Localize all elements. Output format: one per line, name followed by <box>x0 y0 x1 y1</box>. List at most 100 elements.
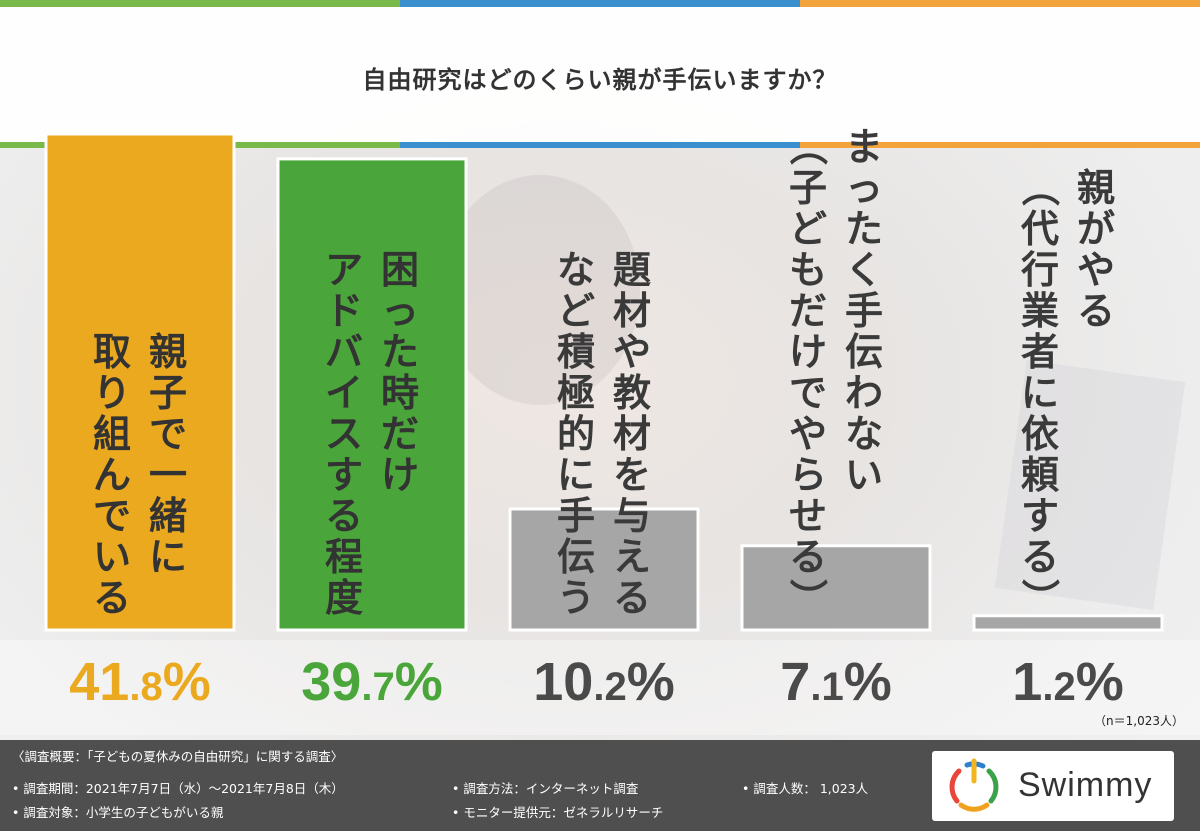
svg-text:る: る <box>1077 289 1115 333</box>
chart-title: 自由研究はどのくらい親が手伝いますか？ <box>362 66 838 94</box>
svg-text:け: け <box>381 453 419 497</box>
svg-text:程: 程 <box>325 535 363 579</box>
svg-text:う: う <box>557 576 595 620</box>
survey-heading: 〈調査概要：「子どもの夏休みの自由研究」に関する調査〉 <box>12 749 344 764</box>
svg-text:極: 極 <box>557 371 595 415</box>
svg-text:ド: ド <box>325 289 363 333</box>
svg-text:緒: 緒 <box>149 494 187 538</box>
svg-text:い: い <box>845 453 883 497</box>
svg-text:時: 時 <box>381 371 419 415</box>
survey-count: • 調査人数： 1,023人 <box>742 781 869 796</box>
svg-text:困: 困 <box>381 248 419 292</box>
svg-text:だ: だ <box>789 289 827 333</box>
svg-text:取: 取 <box>93 330 131 374</box>
svg-text:で: で <box>789 371 827 415</box>
survey-target: • 調査対象：小学生の子どもがいる親 <box>12 805 224 820</box>
svg-text:伝: 伝 <box>557 535 595 579</box>
svg-text:に: に <box>557 453 595 497</box>
svg-text:た: た <box>381 330 419 374</box>
svg-text:が: が <box>1077 207 1115 251</box>
svg-text:た: た <box>845 207 883 251</box>
bar-2 <box>276 157 468 632</box>
svg-text:依: 依 <box>1021 412 1059 456</box>
svg-text:）: ） <box>1017 578 1061 616</box>
svg-text:だ: だ <box>381 412 419 456</box>
value-label-2: 39.7% <box>301 652 442 712</box>
svg-text:親: 親 <box>149 330 187 374</box>
svg-text:材: 材 <box>613 412 651 456</box>
svg-text:業: 業 <box>1021 289 1059 333</box>
svg-text:え: え <box>613 535 651 579</box>
svg-text:代: 代 <box>1021 207 1059 251</box>
svg-text:ど: ど <box>789 207 827 251</box>
swimmy-logo-icon <box>949 758 999 812</box>
survey-method: • 調査方法：インターネット調査 <box>452 781 639 796</box>
svg-text:度: 度 <box>325 576 363 620</box>
svg-text:に: に <box>1021 371 1059 415</box>
svg-text:子: 子 <box>149 371 187 415</box>
background-table <box>0 640 1200 735</box>
svg-text:を: を <box>613 453 651 497</box>
svg-text:手: 手 <box>845 289 883 333</box>
svg-text:的: 的 <box>557 412 595 456</box>
svg-text:な: な <box>845 412 883 456</box>
bar-chart: 親子で一緒に取り組んでいる41.8%困った時だけアドバイスする程度39.7%題材… <box>44 125 1164 712</box>
svg-text:り: り <box>93 371 131 415</box>
svg-text:手: 手 <box>557 494 595 538</box>
svg-text:題: 題 <box>613 248 651 292</box>
svg-text:伝: 伝 <box>845 330 883 374</box>
bar-4 <box>740 544 932 632</box>
svg-text:な: な <box>557 248 595 292</box>
svg-text:ど: ど <box>557 289 595 333</box>
svg-text:す: す <box>325 453 363 497</box>
value-label-4: 7.1% <box>780 652 891 712</box>
title-band <box>0 7 1200 142</box>
bar-1 <box>44 132 236 632</box>
svg-text:子: 子 <box>789 166 827 210</box>
svg-text:（: （ <box>785 127 829 165</box>
svg-text:っ: っ <box>381 289 419 333</box>
svg-text:一: 一 <box>149 453 187 497</box>
svg-text:頼: 頼 <box>1021 453 1060 497</box>
svg-text:る: る <box>789 535 827 579</box>
survey-provider: • モニター提供元：ゼネラルリサーチ <box>452 805 664 820</box>
svg-text:バ: バ <box>325 330 363 374</box>
svg-text:せ: せ <box>789 494 827 538</box>
survey-period: • 調査期間：2021年7月7日（水）〜2021年7月8日（木） <box>12 781 344 796</box>
sample-size-note: （n＝1,023人） <box>1094 714 1184 728</box>
svg-text:ら: ら <box>789 453 827 497</box>
value-label-5: 1.2% <box>1012 652 1123 712</box>
svg-text:）: ） <box>785 578 829 616</box>
svg-text:る: る <box>1021 535 1059 579</box>
svg-text:く: く <box>845 248 883 292</box>
svg-text:ア: ア <box>325 248 363 292</box>
svg-text:い: い <box>93 535 131 579</box>
svg-text:っ: っ <box>845 166 883 210</box>
svg-text:や: や <box>1077 248 1115 292</box>
value-label-1: 41.8% <box>69 652 210 712</box>
svg-text:材: 材 <box>613 289 651 333</box>
svg-text:行: 行 <box>1021 248 1059 292</box>
bar-5 <box>972 614 1164 632</box>
svg-text:（: （ <box>1017 168 1061 206</box>
svg-text:や: や <box>613 330 651 374</box>
svg-text:組: 組 <box>93 412 131 456</box>
svg-text:け: け <box>789 330 827 374</box>
svg-text:も: も <box>789 248 827 292</box>
background-child-silhouette <box>440 175 640 405</box>
svg-text:に: に <box>149 535 187 579</box>
svg-text:ま: ま <box>845 125 883 169</box>
